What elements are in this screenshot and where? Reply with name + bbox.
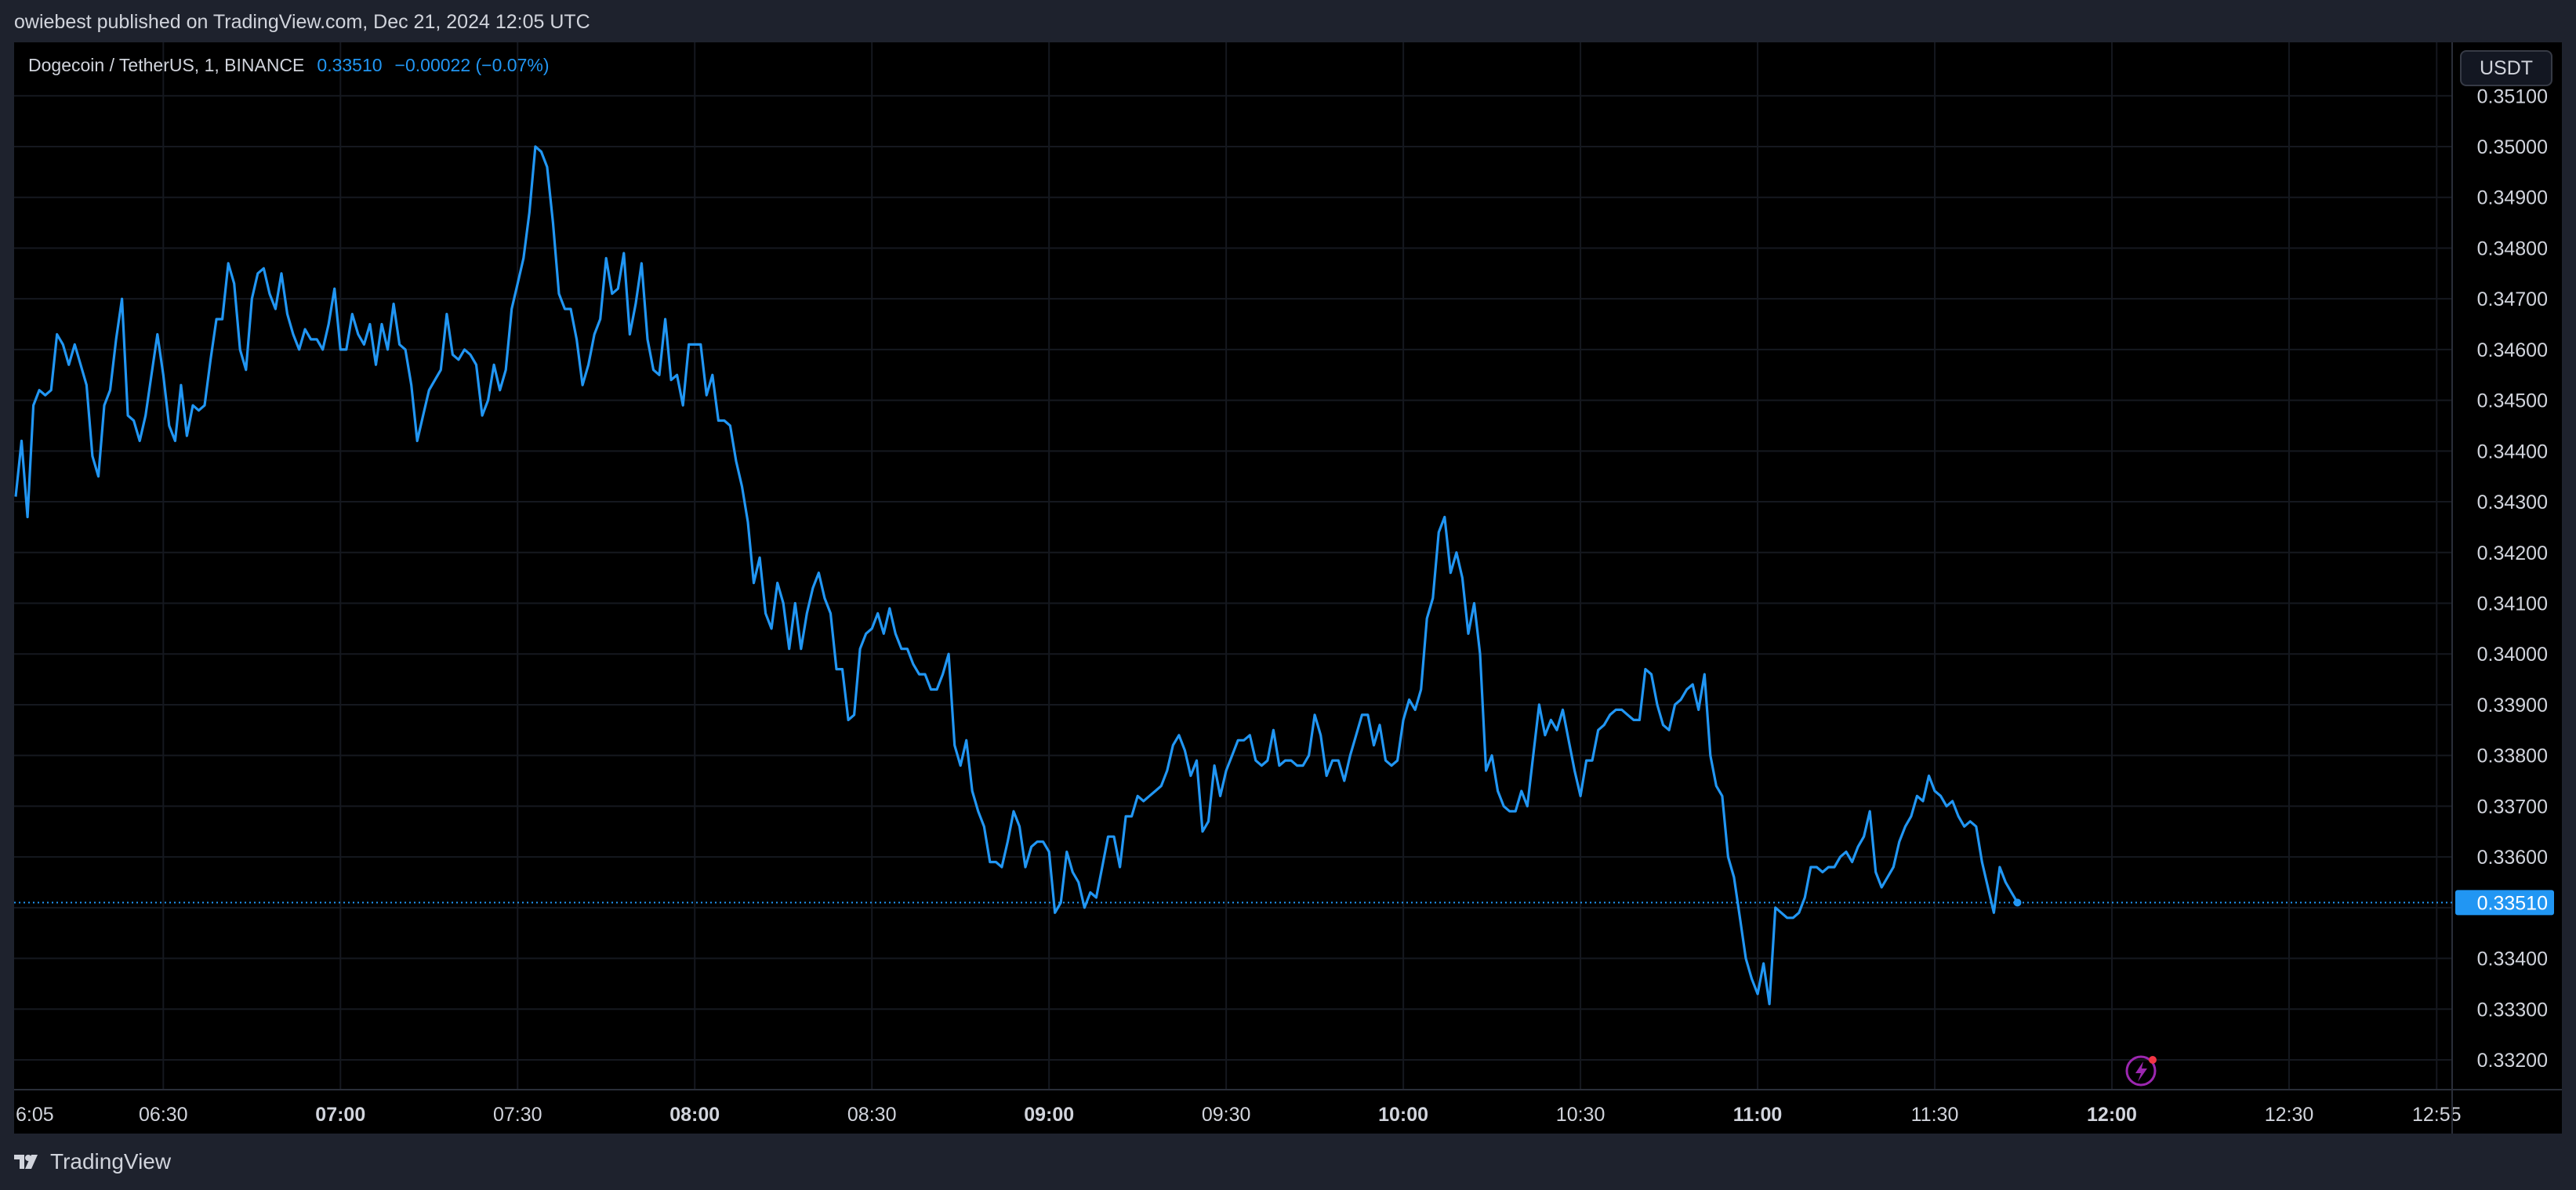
x-tick-label: 08:30 — [847, 1104, 897, 1126]
y-tick-label: 0.34300 — [2477, 492, 2548, 513]
x-tick-label: 10:00 — [1378, 1104, 1428, 1126]
last-point-marker — [2013, 898, 2022, 907]
x-tick-label: 08:00 — [669, 1104, 720, 1126]
y-tick-label: 0.34600 — [2477, 339, 2548, 361]
y-tick-label: 0.34400 — [2477, 441, 2548, 463]
x-tick-label: 11:30 — [1911, 1104, 1959, 1126]
y-tick-label: 0.34100 — [2477, 593, 2548, 615]
y-tick-label: 0.34700 — [2477, 288, 2548, 310]
tradingview-logo-icon — [14, 1155, 38, 1169]
y-tick-label: 0.34500 — [2477, 390, 2548, 412]
current-price-label: 0.33510 — [2477, 892, 2548, 914]
symbol-name[interactable]: Dogecoin / TetherUS, 1, BINANCE — [28, 55, 305, 75]
y-tick-label: 0.34900 — [2477, 187, 2548, 209]
x-tick-label: 6:05 — [16, 1104, 54, 1126]
x-tick-label: 10:30 — [1556, 1104, 1605, 1126]
price-change: −0.00022 (−0.07%) — [394, 55, 550, 75]
grid — [14, 42, 2452, 1090]
lightning-event-icon[interactable] — [2125, 1055, 2157, 1087]
y-tick-label: 0.33200 — [2477, 1050, 2548, 1072]
y-tick-label: 0.33300 — [2477, 999, 2548, 1021]
x-tick-label: 09:00 — [1024, 1104, 1074, 1126]
x-tick-label: 12:55 — [2412, 1104, 2462, 1126]
y-tick-label: 0.34800 — [2477, 238, 2548, 259]
x-tick-label: 12:30 — [2265, 1104, 2314, 1126]
y-tick-label: 0.35000 — [2477, 136, 2548, 158]
x-tick-label: 09:30 — [1202, 1104, 1251, 1126]
lightning-glyph — [2135, 1061, 2147, 1082]
current-price-badge — [2455, 890, 2554, 916]
y-tick-label: 0.34200 — [2477, 542, 2548, 564]
y-tick-label: 0.35100 — [2477, 85, 2548, 107]
currency-button[interactable]: USDT — [2460, 50, 2552, 86]
chart-pane[interactable] — [14, 42, 2562, 1134]
x-tick-label: 07:00 — [315, 1104, 365, 1126]
y-tick-label: 0.34000 — [2477, 644, 2548, 666]
symbol-legend[interactable]: Dogecoin / TetherUS, 1, BINANCE 0.33510 … — [28, 55, 549, 76]
publish-info: owiebest published on TradingView.com, D… — [14, 11, 590, 33]
series-layer — [14, 145, 2452, 1087]
footer: TradingView — [14, 1145, 171, 1179]
y-tick-label: 0.33800 — [2477, 746, 2548, 767]
y-tick-label: 0.33600 — [2477, 847, 2548, 869]
y-tick-label: 0.33900 — [2477, 695, 2548, 717]
event-icon-ring — [2125, 1055, 2157, 1087]
y-tick-label: 0.33400 — [2477, 949, 2548, 971]
x-tick-label: 07:30 — [493, 1104, 542, 1126]
brand-name: TradingView — [50, 1149, 172, 1174]
x-tick-label: 12:00 — [2087, 1104, 2137, 1126]
event-dot — [2149, 1056, 2157, 1064]
axes: 0.332000.333000.334000.335000.336000.337… — [14, 42, 2562, 1134]
price-line — [14, 145, 2019, 1006]
x-tick-label: 06:30 — [139, 1104, 188, 1126]
last-price: 0.33510 — [317, 55, 383, 75]
y-tick-label: 0.33700 — [2477, 796, 2548, 818]
x-tick-label: 11:00 — [1733, 1104, 1783, 1126]
